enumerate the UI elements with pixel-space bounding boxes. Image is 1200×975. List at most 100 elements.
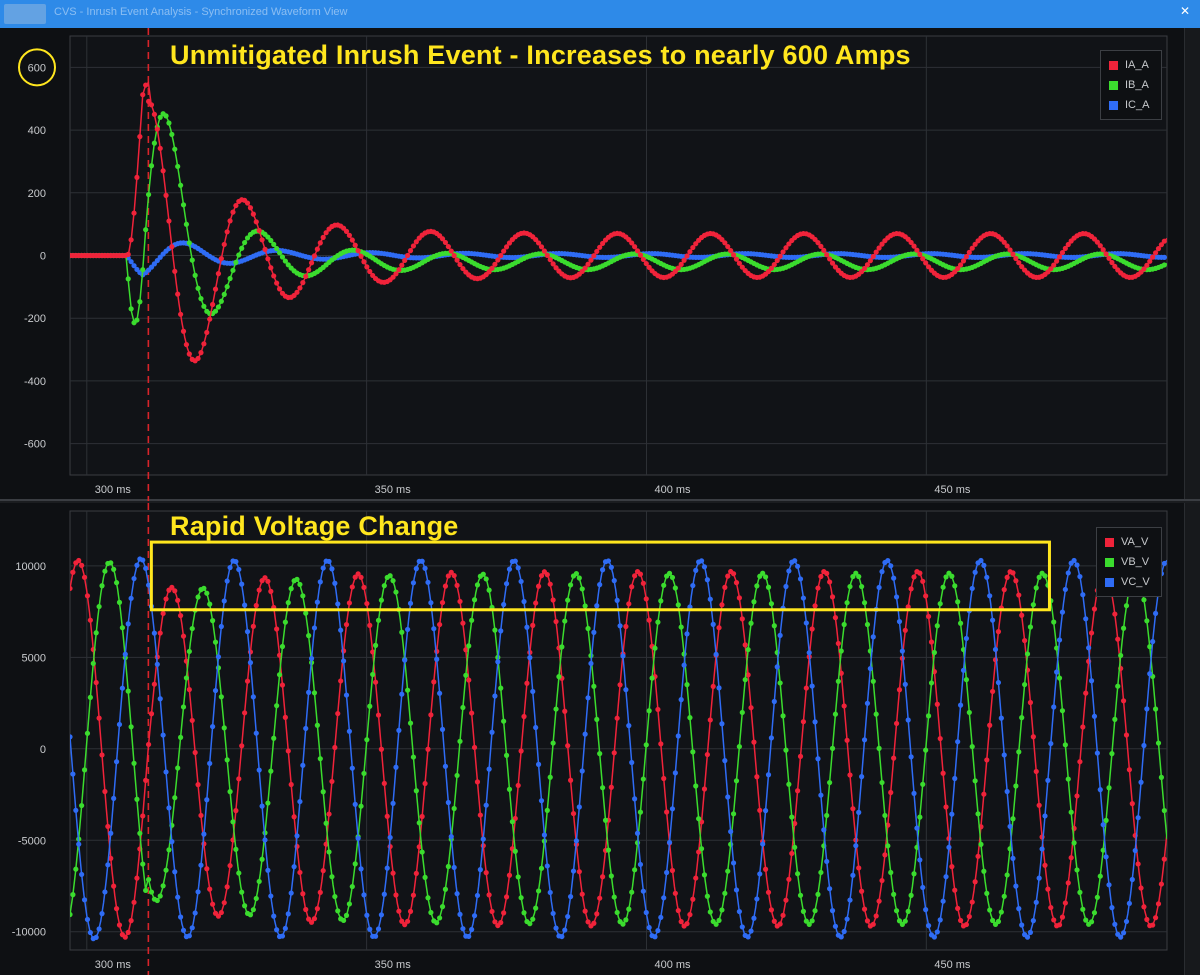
data-point xyxy=(923,747,929,753)
current-chart-scrollbar[interactable] xyxy=(1184,28,1200,499)
data-point xyxy=(282,619,288,625)
data-point xyxy=(760,841,766,847)
legend-item-ic[interactable]: IC_A xyxy=(1109,95,1153,115)
data-point xyxy=(469,710,475,716)
data-point xyxy=(757,807,763,813)
data-point xyxy=(611,750,617,756)
data-point xyxy=(384,865,390,871)
data-point xyxy=(617,623,623,629)
legend-item-vc[interactable]: VC_V xyxy=(1105,572,1153,592)
data-point xyxy=(984,757,990,763)
x-tick-label: 400 ms xyxy=(654,484,691,496)
data-point xyxy=(533,600,539,606)
data-point xyxy=(451,253,457,259)
data-point xyxy=(614,715,620,721)
data-point xyxy=(960,667,967,673)
data-point xyxy=(227,564,233,571)
data-point xyxy=(204,329,210,336)
data-point xyxy=(591,253,597,259)
data-point xyxy=(215,913,222,919)
data-point xyxy=(704,893,710,899)
data-point xyxy=(212,308,219,314)
data-point xyxy=(332,580,338,586)
data-point xyxy=(111,883,117,889)
data-point xyxy=(183,341,190,348)
data-point xyxy=(1013,883,1019,889)
data-point xyxy=(212,639,219,645)
data-point xyxy=(1112,263,1118,270)
data-point xyxy=(172,146,178,152)
data-point xyxy=(957,702,964,708)
data-point xyxy=(640,256,646,263)
data-point xyxy=(125,688,131,694)
data-point xyxy=(439,236,446,242)
data-point xyxy=(629,240,635,246)
data-point xyxy=(925,713,932,719)
data-point xyxy=(864,621,871,628)
data-point xyxy=(940,770,946,776)
data-point xyxy=(134,796,140,802)
data-point xyxy=(102,568,108,574)
data-point xyxy=(480,571,486,577)
data-point xyxy=(166,847,172,853)
data-point xyxy=(364,600,370,607)
data-point xyxy=(393,892,399,898)
data-point xyxy=(134,562,140,568)
legend-item-ib[interactable]: IB_A xyxy=(1109,75,1153,95)
data-point xyxy=(425,746,431,752)
data-point xyxy=(474,892,481,899)
data-point xyxy=(1109,751,1115,757)
data-point xyxy=(105,823,111,830)
data-point xyxy=(495,659,501,665)
data-point xyxy=(271,241,277,247)
data-point xyxy=(856,809,862,815)
data-point xyxy=(416,820,422,826)
data-point xyxy=(189,925,195,931)
legend-item-vb[interactable]: VB_V xyxy=(1105,552,1153,572)
data-point xyxy=(405,252,411,259)
data-point xyxy=(588,257,594,263)
data-point xyxy=(530,688,536,695)
legend-item-va[interactable]: VA_V xyxy=(1105,532,1153,552)
legend-item-ia[interactable]: IA_A xyxy=(1109,55,1153,75)
data-point xyxy=(201,303,207,309)
data-point xyxy=(1083,690,1089,696)
series-points-ia-a xyxy=(70,82,1167,364)
data-point xyxy=(422,565,428,571)
app-logo xyxy=(4,4,46,24)
data-point xyxy=(1010,251,1016,257)
data-point xyxy=(783,897,789,903)
data-point xyxy=(166,805,172,811)
close-icon[interactable]: ✕ xyxy=(1179,4,1191,18)
data-point xyxy=(1123,732,1130,738)
data-point xyxy=(375,712,382,718)
data-point xyxy=(469,617,475,623)
data-point xyxy=(180,202,187,208)
data-point xyxy=(524,680,530,686)
data-point xyxy=(501,910,507,916)
data-point xyxy=(864,700,871,706)
data-point xyxy=(626,723,632,729)
data-point xyxy=(116,599,123,605)
data-point xyxy=(908,239,914,246)
data-point xyxy=(422,780,428,787)
data-point xyxy=(658,914,664,921)
data-point xyxy=(728,828,734,835)
data-point xyxy=(1022,681,1028,688)
voltage-chart-scrollbar[interactable] xyxy=(1184,503,1200,975)
data-point xyxy=(137,830,143,836)
data-point xyxy=(891,755,897,761)
data-point xyxy=(687,249,693,255)
data-point xyxy=(544,863,550,869)
data-point xyxy=(239,743,245,749)
data-point xyxy=(1129,876,1135,883)
data-point xyxy=(527,655,533,661)
data-point xyxy=(521,713,527,720)
data-point xyxy=(1100,847,1106,853)
data-point xyxy=(413,788,419,794)
data-point xyxy=(730,571,737,577)
legend-label-ic: IC_A xyxy=(1125,99,1150,111)
data-point xyxy=(990,617,996,623)
data-point xyxy=(716,625,722,631)
data-point xyxy=(230,267,236,273)
